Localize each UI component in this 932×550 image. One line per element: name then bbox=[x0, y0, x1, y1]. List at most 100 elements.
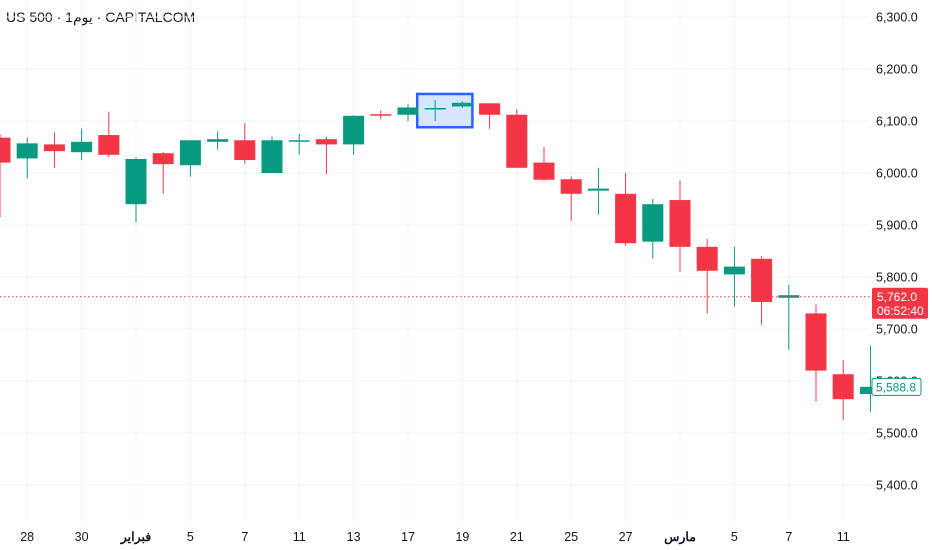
candle-body bbox=[479, 103, 501, 115]
time-axis-label: 27 bbox=[619, 530, 633, 544]
candle bbox=[370, 110, 392, 120]
current-price-tag: 5,588.8 bbox=[871, 377, 922, 396]
candle-body bbox=[261, 140, 283, 173]
candle bbox=[751, 256, 773, 325]
candle-body bbox=[98, 135, 120, 155]
time-axis-label: 19 bbox=[455, 530, 469, 544]
price-axis-label: 5,500.0 bbox=[876, 427, 918, 441]
price-axis-label: 6,100.0 bbox=[876, 115, 918, 129]
time-axis-label: 11 bbox=[293, 530, 306, 544]
candle-body bbox=[0, 137, 11, 163]
price-axis-label: 6,000.0 bbox=[876, 167, 918, 181]
candle bbox=[778, 284, 800, 350]
candle bbox=[832, 360, 854, 420]
time-axis-label: فبراير bbox=[120, 530, 152, 545]
candle-body bbox=[832, 374, 854, 400]
candle-body bbox=[343, 115, 365, 145]
candle bbox=[479, 102, 501, 129]
candle-body bbox=[451, 102, 473, 107]
candle-body bbox=[207, 139, 229, 142]
last-price-tag-bg bbox=[872, 287, 928, 319]
time-axis-label: مارس bbox=[664, 530, 696, 545]
candle bbox=[152, 152, 174, 194]
current-price-value: 5,588.8 bbox=[876, 380, 916, 394]
current-price-tag-bg bbox=[871, 377, 922, 396]
candle bbox=[207, 131, 229, 150]
candle bbox=[0, 134, 11, 218]
time-axis[interactable]: 28 30 فبراير 5 7 11 13 17 19 21 25 27 مارس 5 7 11 bbox=[20, 530, 849, 545]
candle-body bbox=[859, 386, 881, 394]
candles-layer bbox=[0, 100, 881, 420]
candle-body bbox=[642, 204, 664, 242]
candle bbox=[615, 173, 637, 246]
candle-body bbox=[288, 140, 310, 142]
candle bbox=[234, 123, 256, 164]
candle-body bbox=[723, 266, 745, 275]
candle bbox=[261, 136, 283, 173]
candle bbox=[533, 147, 555, 181]
time-axis-label: 17 bbox=[401, 530, 415, 544]
candle-body bbox=[506, 114, 528, 168]
candle bbox=[179, 140, 201, 177]
time-axis-label: 11 bbox=[837, 530, 850, 544]
candle-body bbox=[560, 179, 582, 194]
candle bbox=[397, 104, 419, 121]
price-axis-label: 5,900.0 bbox=[876, 219, 918, 233]
highlight-box bbox=[415, 92, 474, 129]
candle bbox=[723, 246, 745, 307]
candle bbox=[506, 109, 528, 168]
candle bbox=[16, 137, 38, 179]
candle-body bbox=[43, 144, 65, 152]
last-price-tag: 5,762.006:52:40 bbox=[872, 287, 928, 319]
time-axis-label: 28 bbox=[20, 530, 34, 544]
time-axis-label: 7 bbox=[241, 530, 248, 544]
candle bbox=[642, 199, 664, 259]
candle-body bbox=[669, 200, 691, 247]
candle bbox=[805, 304, 827, 402]
price-axis-label: 5,400.0 bbox=[876, 479, 918, 493]
time-axis-label: 7 bbox=[785, 530, 792, 544]
candle-body bbox=[424, 108, 446, 110]
price-axis-label: 5,800.0 bbox=[876, 271, 918, 285]
candle-body bbox=[370, 114, 392, 116]
candle-body bbox=[234, 140, 256, 160]
price-axis-label: 6,200.0 bbox=[876, 63, 918, 77]
time-axis-label: 30 bbox=[75, 530, 89, 544]
last-price-value: 5,762.0 bbox=[877, 290, 917, 304]
candle bbox=[315, 136, 337, 175]
highlight-layer bbox=[415, 92, 474, 129]
candle bbox=[43, 132, 65, 168]
candle bbox=[424, 100, 446, 121]
candle bbox=[560, 176, 582, 221]
time-axis-label: 5 bbox=[731, 530, 738, 544]
candle-body bbox=[315, 139, 337, 145]
time-axis-label: 25 bbox=[564, 530, 578, 544]
candle-body bbox=[696, 246, 718, 271]
candle bbox=[343, 115, 365, 155]
price-axis[interactable]: 5,400.05,500.05,600.05,700.05,800.05,900… bbox=[876, 11, 918, 493]
candle bbox=[669, 180, 691, 272]
price-tags: 5,762.006:52:40 5,588.8 bbox=[871, 287, 928, 396]
candle bbox=[696, 239, 718, 314]
time-axis-label: 13 bbox=[347, 530, 361, 544]
candle bbox=[451, 101, 473, 108]
candle-body bbox=[152, 153, 174, 165]
candle-body bbox=[751, 258, 773, 302]
candle bbox=[859, 345, 881, 412]
candle-body bbox=[125, 158, 147, 205]
candle-body bbox=[615, 193, 637, 244]
candle-body bbox=[179, 140, 201, 166]
time-axis-label: 5 bbox=[187, 530, 194, 544]
last-price-countdown: 06:52:40 bbox=[877, 304, 924, 318]
candle-body bbox=[397, 107, 419, 115]
candle-body bbox=[533, 162, 555, 180]
chart-grid bbox=[0, 0, 870, 522]
price-axis-label: 6,300.0 bbox=[876, 11, 918, 25]
time-axis-label: 21 bbox=[510, 530, 524, 544]
candle-body bbox=[71, 141, 93, 153]
candle bbox=[125, 157, 147, 223]
candle-body bbox=[805, 313, 827, 371]
candle bbox=[587, 167, 609, 215]
candle-body bbox=[16, 143, 38, 159]
